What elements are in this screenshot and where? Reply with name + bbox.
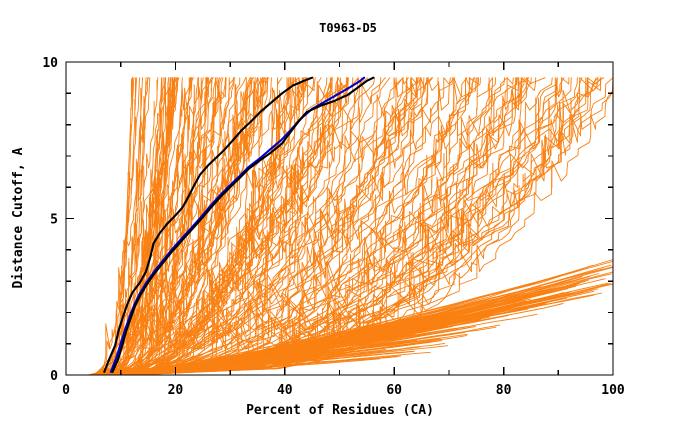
ensemble-curve [91, 77, 605, 375]
ensemble-curve [102, 77, 213, 375]
ensemble-curve [97, 77, 553, 375]
ensemble-curve [94, 77, 227, 375]
ensemble-curve [108, 77, 439, 375]
ensemble-curve [99, 77, 149, 375]
ensemble-curve-low [121, 358, 381, 375]
ensemble-curve [96, 77, 265, 375]
ensemble-curve [124, 77, 474, 375]
x-axis-label: Percent of Residues (CA) [246, 403, 434, 418]
ensemble-curve [112, 77, 164, 375]
ensemble-curve-low [126, 259, 613, 375]
ensemble-curve [129, 77, 269, 375]
ensemble-curve [115, 77, 359, 375]
ensemble-curve [129, 77, 433, 375]
ensemble-curve [92, 77, 514, 375]
ensemble-curve [112, 77, 471, 375]
ensemble-curve [124, 77, 307, 375]
ensemble-curve [117, 77, 382, 375]
highlight-black-left [103, 76, 314, 373]
ensemble-curve [120, 77, 391, 375]
ensemble-curve [124, 77, 525, 375]
ensemble-curve [124, 77, 468, 375]
ensemble-curve [115, 77, 226, 375]
ensemble-curve-low [123, 290, 595, 375]
ensemble-curve-low [110, 283, 613, 375]
x-tick-label: 80 [496, 383, 512, 398]
ensemble-curve [93, 77, 214, 375]
ensemble-curve [89, 77, 453, 375]
ensemble-curve [106, 77, 169, 375]
ensemble-curve [97, 77, 376, 375]
ensemble-curve [92, 77, 404, 375]
highlight-curves [103, 76, 375, 373]
ensemble-curve [114, 77, 308, 375]
plot-area [87, 76, 613, 375]
y-axis-tick-labels: 0 5 10 [42, 56, 58, 384]
ensemble-curve [95, 77, 428, 375]
ensemble-curve-low [122, 266, 613, 375]
y-tick-label: 10 [42, 56, 58, 71]
x-tick-label: 20 [168, 383, 184, 398]
x-axis-tick-labels: 0 20 40 60 80 100 [62, 383, 625, 398]
x-tick-label: 100 [601, 383, 625, 398]
ensemble-curves [87, 77, 613, 375]
ensemble-curve [114, 77, 133, 375]
ensemble-curve [108, 77, 333, 375]
y-tick-label: 5 [50, 213, 58, 228]
ensemble-curve [120, 77, 422, 375]
highlight-black-right [111, 76, 375, 373]
ensemble-curve [118, 77, 520, 375]
ensemble-curve [123, 77, 496, 375]
ensemble-curve [122, 77, 479, 375]
ensemble-curve [93, 77, 166, 375]
ensemble-curve-low [117, 273, 612, 375]
axis-frame [65, 61, 614, 376]
ensemble-curve [111, 77, 193, 375]
y-axis-ticks [66, 61, 613, 376]
ensemble-curve [100, 77, 409, 375]
y-axis-label: Distance Cutoff, A [11, 147, 26, 288]
ensemble-curve [123, 77, 597, 375]
ensemble-curve [118, 77, 613, 375]
ensemble-curve [100, 77, 272, 375]
ensemble-curve [107, 77, 191, 375]
page-title: T0963-D5 [319, 21, 377, 35]
ensemble-curve [91, 77, 430, 375]
ensemble-curve [113, 77, 420, 375]
x-axis-ticks [65, 62, 614, 375]
ensemble-curve [120, 77, 613, 375]
x-tick-label: 60 [386, 383, 402, 398]
x-tick-label: 0 [62, 383, 70, 398]
ensemble-curve [119, 77, 476, 375]
ensemble-curve-low [123, 260, 613, 375]
ensemble-curve [93, 77, 141, 375]
ensemble-curve [130, 77, 425, 375]
ensemble-curve [102, 77, 506, 375]
y-tick-label: 0 [50, 369, 58, 384]
ensemble-curve [113, 77, 477, 375]
ensemble-curve [114, 77, 251, 375]
ensemble-curve [115, 77, 268, 375]
ensemble-curve [94, 77, 222, 375]
ensemble-curve [116, 77, 236, 375]
x-tick-label: 40 [277, 383, 293, 398]
